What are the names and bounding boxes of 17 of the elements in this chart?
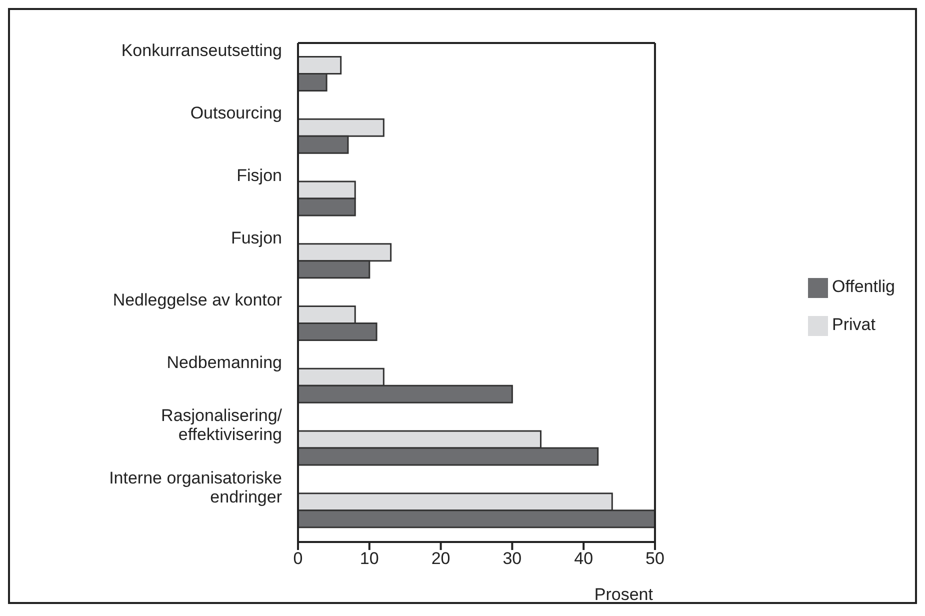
- y-tick-label: Nedbemanning: [166, 353, 282, 372]
- x-tick-label: 40: [574, 549, 594, 568]
- legend-label: Privat: [832, 315, 876, 334]
- y-tick-label: Rasjonalisering/ effektivisering: [161, 406, 282, 444]
- y-tick-label: Interne organisatoriske endringer: [109, 468, 282, 506]
- x-tick-label: 50: [646, 549, 664, 568]
- y-tick-label: Nedleggelse av kontor: [112, 290, 282, 310]
- x-tick-label: 10: [360, 549, 379, 568]
- x-tick-label: 0: [293, 549, 303, 568]
- y-tick-label: Fusjon: [230, 228, 282, 248]
- x-tick-label: 30: [502, 549, 522, 568]
- y-tick-label: Outsourcing: [190, 104, 282, 123]
- legend-label: Offentlig: [832, 277, 895, 296]
- y-tick-label: Konkurranseutsetting: [121, 41, 282, 60]
- y-tick-label: Fisjon: [236, 166, 282, 185]
- x-axis-title: Prosent: [594, 585, 654, 604]
- x-tick-label: 20: [431, 549, 450, 568]
